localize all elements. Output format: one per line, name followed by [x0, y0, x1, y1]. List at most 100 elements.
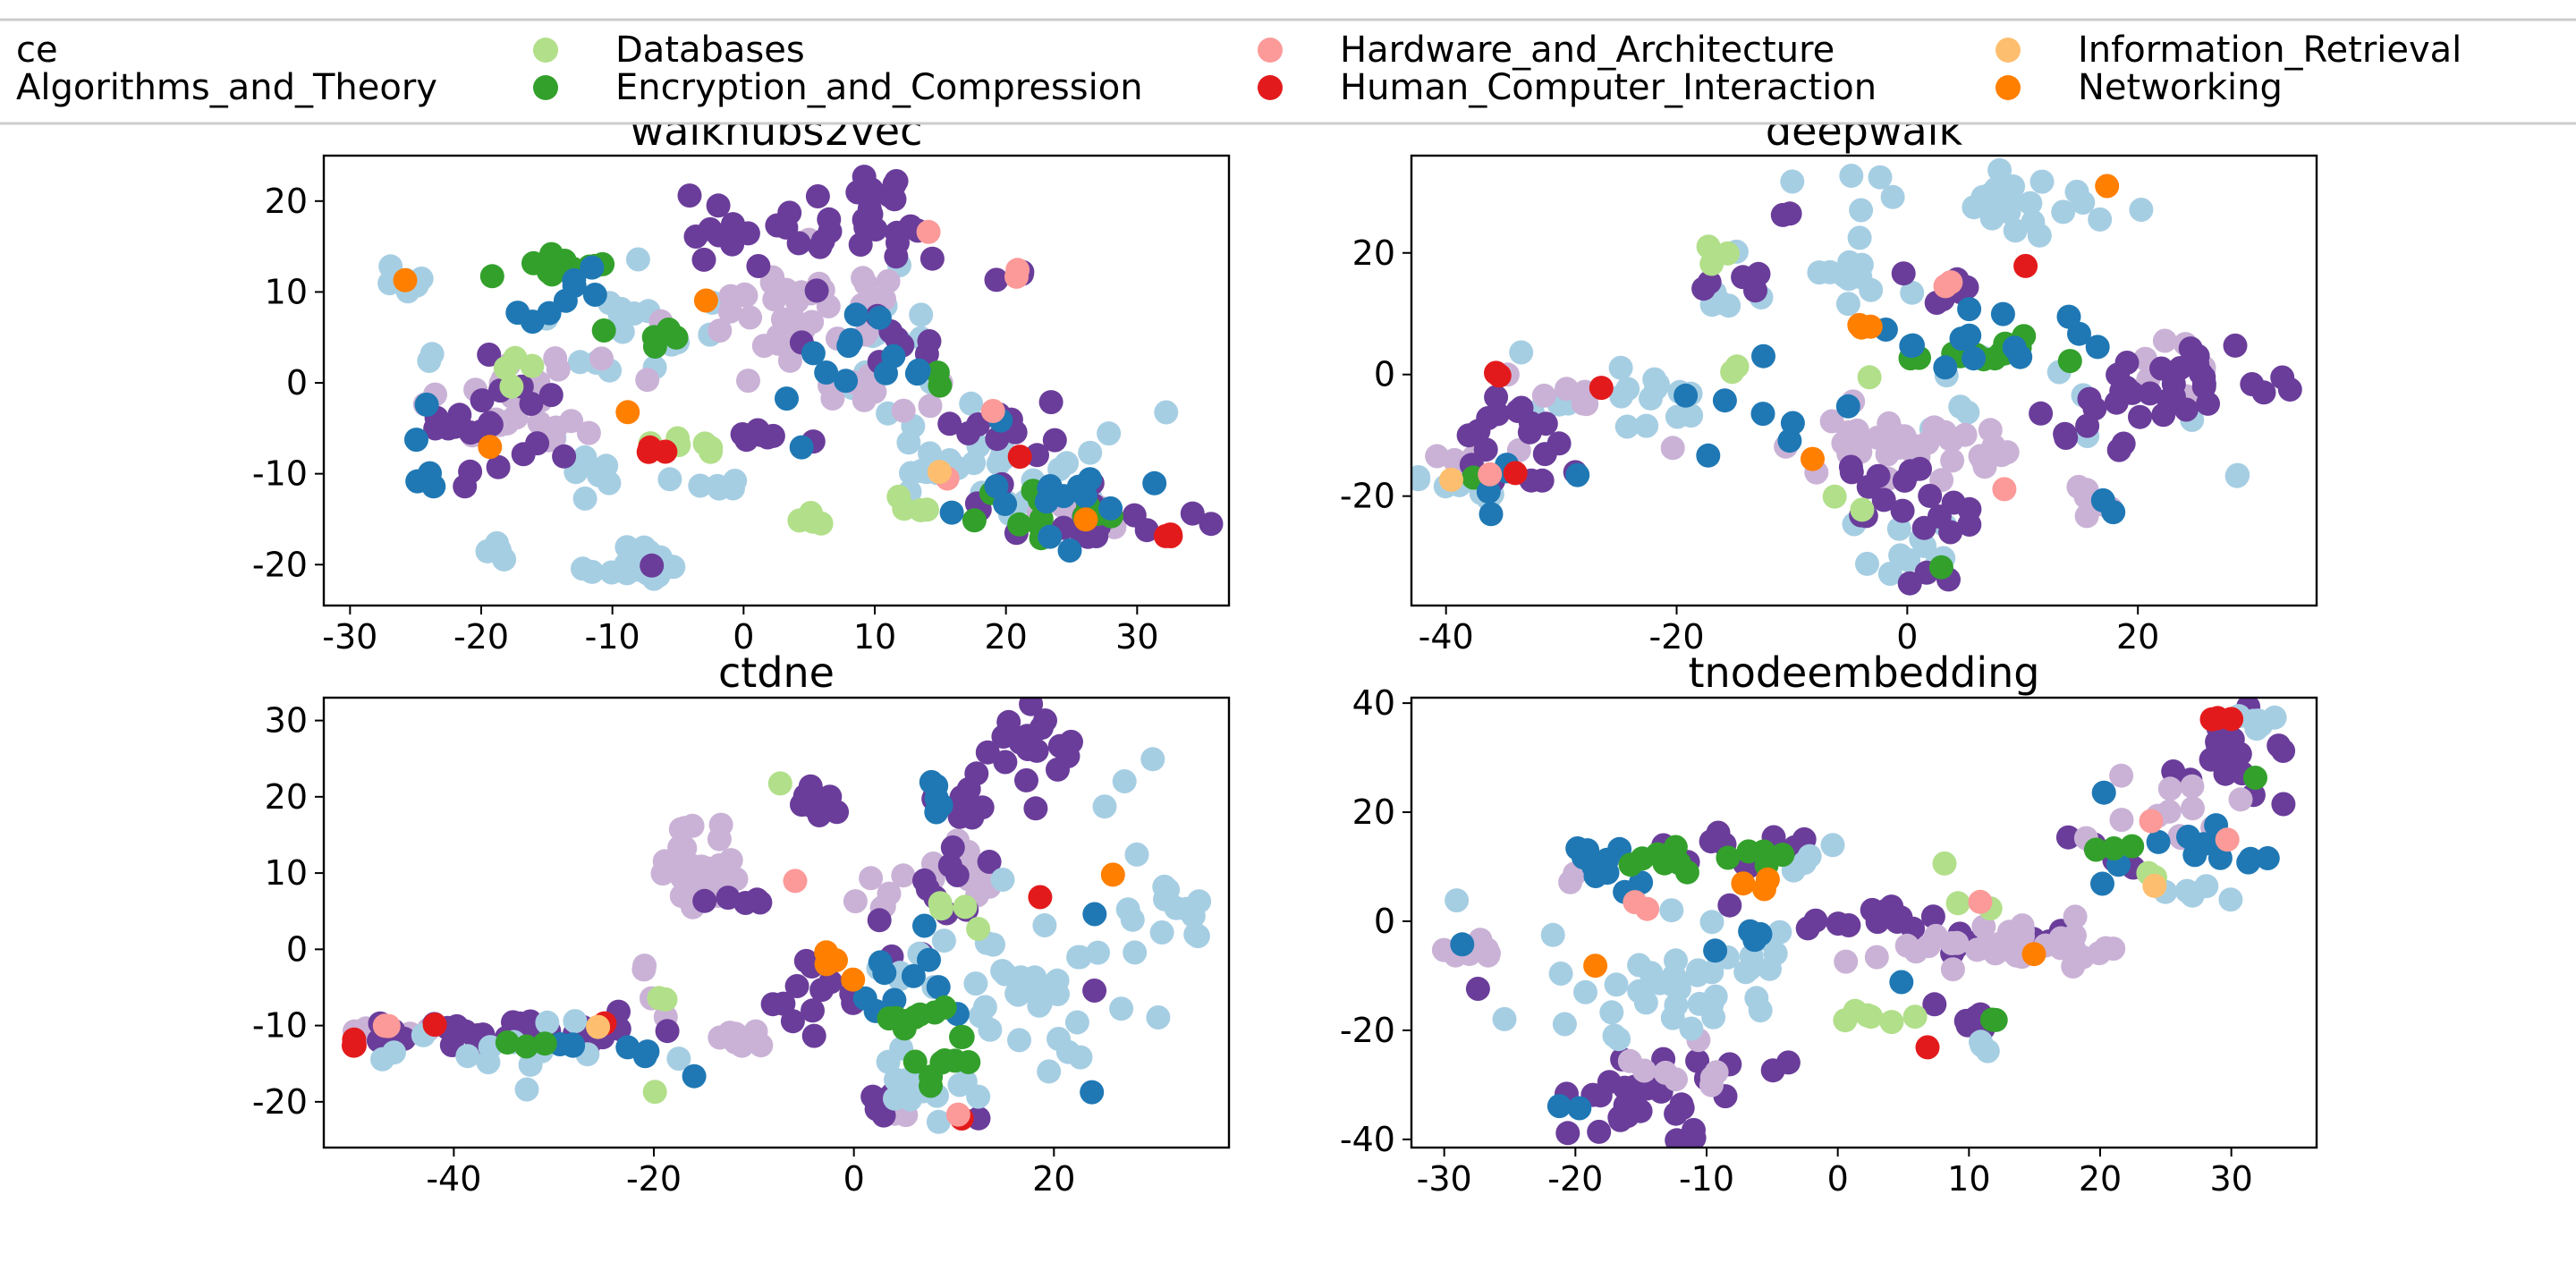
scatter-point [975, 740, 1000, 765]
scatter-point [901, 963, 926, 988]
legend-label: Databases [615, 30, 805, 71]
legend-marker [1996, 75, 2021, 100]
scatter-point [984, 267, 1009, 292]
scatter-point [1838, 454, 1863, 479]
scatter-point [422, 1013, 447, 1038]
scatter-point [767, 771, 792, 796]
scatter-point [625, 247, 650, 272]
scatter-point [1945, 891, 1970, 916]
scatter-point [1411, 465, 1431, 489]
scatter-point [717, 1021, 742, 1046]
scatter-point [928, 891, 953, 916]
scatter-point [2243, 766, 2267, 790]
scatter-point [1097, 421, 1122, 446]
scatter-point [653, 439, 678, 464]
scatter-point [1589, 376, 1614, 401]
scatter-point [1038, 524, 1063, 549]
scatter-point [414, 392, 439, 417]
legend-label: Encryption_and_Compression [615, 67, 1143, 108]
scatter-point [809, 511, 834, 536]
scatter-point [798, 774, 823, 799]
scatter-point [1028, 885, 1053, 910]
scatter-point [525, 431, 550, 456]
scatter-point [1476, 943, 1501, 968]
scatter-point [1072, 479, 1097, 504]
legend-marker [1996, 38, 2021, 63]
scatter-point [1595, 860, 1620, 886]
scatter-point [707, 826, 732, 852]
axes-frame [1410, 154, 2318, 607]
scatter-point [1833, 1008, 1858, 1033]
scatter-point [1983, 176, 2008, 201]
scatter-point [2271, 792, 2296, 817]
scatter-point [918, 441, 943, 466]
scatter-point [985, 427, 1010, 452]
scatter-point [2218, 752, 2242, 777]
scatter-point [2194, 874, 2219, 899]
scatter-point [521, 250, 546, 275]
scatter-point [1660, 971, 1685, 996]
scatter-point [1731, 265, 1756, 290]
scatter-point [2228, 787, 2253, 812]
scatter-point [705, 473, 730, 498]
scatter-point [1902, 1004, 1928, 1030]
scatter-point [1940, 448, 1965, 473]
scatter-point [1503, 461, 1528, 486]
x-tick-label: 20 [1032, 1159, 1075, 1199]
scatter-point [552, 249, 577, 273]
scatter-point [912, 913, 936, 938]
scatter-point [1098, 496, 1123, 521]
scatter-point [945, 1102, 970, 1127]
scatter-point [1750, 402, 1775, 427]
scatter-point [1149, 920, 1174, 945]
scatter-point [514, 1034, 539, 1059]
scatter-point [1938, 520, 1963, 545]
x-tick-label: 30 [2209, 1159, 2252, 1199]
scatter-point [1669, 1092, 1694, 1117]
scatter-point [2057, 349, 2082, 374]
scatter-point [1660, 1005, 1685, 1030]
scatter-point [650, 861, 675, 886]
scatter-point [1971, 914, 1996, 939]
scatter-point [867, 908, 892, 933]
scatter-point [538, 383, 564, 408]
scatter-point [1625, 1080, 1650, 1105]
scatter-point [1517, 419, 1542, 445]
scatter-point [1439, 467, 1463, 492]
scatter-point [477, 343, 502, 367]
scatter-point [657, 467, 682, 492]
scatter-point [1697, 270, 1722, 295]
y-tick-label: -20 [1340, 477, 1395, 516]
scatter-point [1696, 443, 1721, 468]
scatter-point [897, 1077, 922, 1102]
x-tick-label: 10 [1947, 1159, 1990, 1199]
scatter-point [470, 388, 495, 413]
scatter-point [932, 1048, 957, 1072]
scatter-point [458, 459, 483, 484]
scatter-point [1659, 898, 1684, 923]
scatter-point [1546, 431, 1572, 456]
scatter-point [746, 254, 771, 278]
scatter-point [916, 219, 941, 244]
scatter-point [843, 889, 868, 914]
scatter-point [1623, 890, 1648, 915]
scatter-point [582, 283, 607, 307]
scatter-point [1803, 908, 1828, 933]
legend-item: Human_Computer_Interaction [1258, 67, 1877, 108]
scatter-point [1066, 945, 1091, 970]
scatter-point [1540, 922, 1565, 947]
scatter-point [963, 971, 988, 996]
scatter-point [1633, 990, 1658, 1015]
scatter-point [1664, 948, 1688, 973]
scatter-point [904, 361, 929, 386]
legend-label: Networking [2078, 67, 2283, 108]
scatter-point [1940, 957, 1965, 982]
scatter-point [804, 278, 829, 303]
scatter-point [2021, 209, 2046, 234]
scatter-point [688, 473, 713, 498]
scatter-point [1109, 996, 1134, 1021]
legend-marker [1258, 75, 1283, 100]
scatter-point [1627, 953, 1652, 978]
scatter-point [813, 791, 838, 816]
